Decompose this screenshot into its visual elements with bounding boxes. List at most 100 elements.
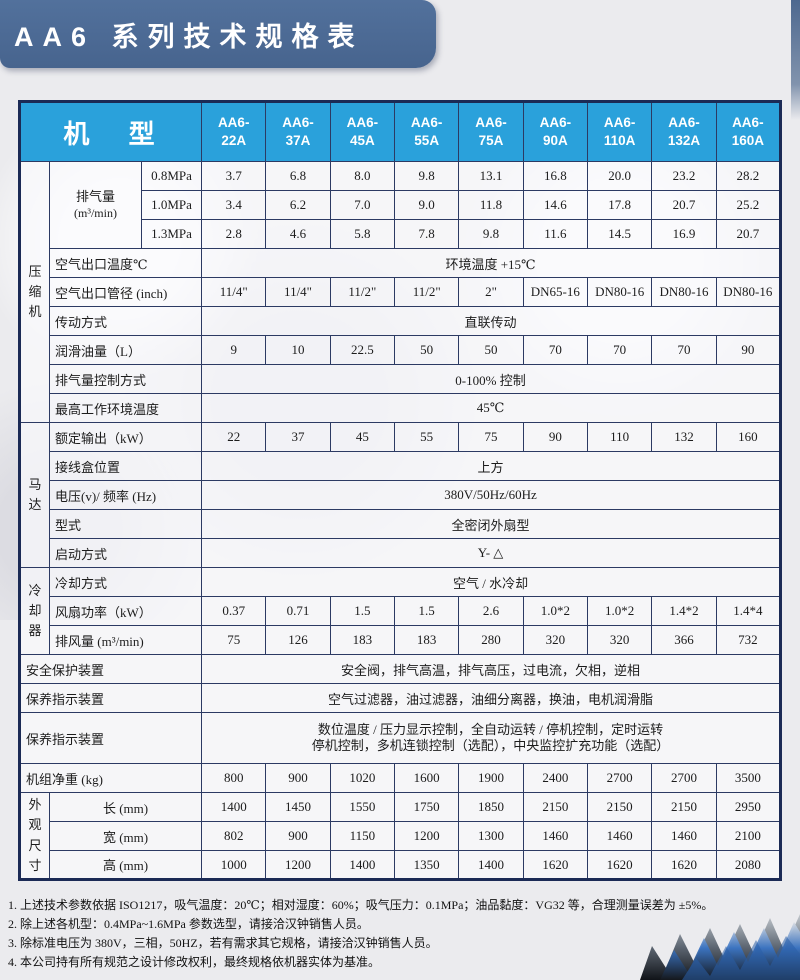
data-cell: 20.7 (715, 219, 782, 249)
data-cell: 2100 (715, 821, 782, 851)
table-row-air-volume: 排风量 (m³/min) 75 126 183 183 280 320 320 366 732 (20, 625, 782, 655)
table-row-maintenance2: 保养指示装置 数位温度 / 压力显示控制，全自动运转 / 停机控制，定时运转 停… (18, 712, 781, 764)
row-value-drive: 直联传动 (201, 306, 781, 336)
data-cell: 16.9 (651, 219, 717, 249)
data-cell: 90 (715, 335, 782, 365)
model-column-header: AA6- 132A (651, 101, 717, 162)
data-cell: 366 (651, 625, 717, 655)
data-cell: 2150 (651, 792, 717, 822)
row-label-voltage: 电压(v)/ 频率 (Hz) (48, 480, 203, 510)
right-edge-decoration (791, 0, 800, 120)
data-cell: 7.8 (394, 219, 460, 249)
row-value-maintenance1: 空气过滤器，油过滤器，油细分离器，换油，电机润滑脂 (201, 683, 781, 713)
data-cell: 5.8 (329, 219, 396, 249)
data-cell: 70 (586, 335, 653, 365)
data-cell: 1200 (265, 850, 331, 880)
data-cell: 1550 (329, 792, 396, 822)
rotor-image (640, 914, 800, 980)
data-cell: DN80-16 (586, 277, 653, 307)
model-column-header: AA6- 45A (329, 101, 396, 162)
group-label-cooler: 冷却器 (19, 567, 50, 655)
row-label-unit: (m³/min) (74, 205, 117, 220)
data-cell: 1400 (329, 850, 396, 880)
data-cell: 0.37 (201, 596, 267, 626)
data-cell: 1.0*2 (586, 596, 653, 626)
row-label-oil: 润滑油量（L） (48, 335, 203, 365)
data-cell: 1850 (458, 792, 524, 822)
row-label-maintenance2: 保养指示装置 (18, 712, 203, 764)
data-cell: 11/4" (265, 277, 331, 307)
data-cell: 183 (394, 625, 460, 655)
data-cell: 110 (586, 422, 653, 452)
table-row-discharge-control: 排气量控制方式 0-100% 控制 (20, 364, 781, 394)
table-row-outlet-temp: 空气出口温度℃ 环境温度 +15℃ (20, 248, 781, 278)
model-column-header: AA6- 110A (586, 101, 653, 162)
table-row-width: 宽 (mm) 802 900 1150 1200 1300 1460 1460 1460 210… (20, 821, 782, 851)
footnotes: 1. 上述技术参数依据 ISO1217，吸气温度：20℃；相对湿度：60%；吸气… (8, 896, 728, 972)
data-cell: DN65-16 (522, 277, 589, 307)
data-cell: 11/4" (201, 277, 267, 307)
row-label-junction-box: 接线盒位置 (48, 451, 203, 481)
data-cell: 1350 (394, 850, 460, 880)
row-label-rated-output: 额定输出（kW） (48, 422, 203, 452)
data-cell: 14.5 (586, 219, 653, 249)
data-cell: 2.6 (458, 596, 524, 626)
data-cell: 2.8 (201, 219, 267, 249)
row-value-motor-type: 全密闭外扇型 (201, 509, 781, 539)
table-row-max-ambient: 最高工作环境温度 45℃ (20, 393, 781, 423)
row-label-outlet-temp: 空气出口温度℃ (48, 248, 203, 278)
data-cell: 25.2 (715, 190, 782, 220)
row-label-width: 宽 (mm) (48, 821, 203, 851)
row-label-drive: 传动方式 (48, 306, 203, 336)
model-column-header: AA6- 37A (265, 101, 331, 162)
data-cell: 1450 (265, 792, 331, 822)
data-cell: 11/2" (329, 277, 396, 307)
data-cell: 13.1 (458, 161, 524, 191)
table-row-motor-type: 型式 全密闭外扇型 (20, 509, 781, 539)
row-value-max-ambient: 45℃ (201, 393, 781, 423)
data-cell: 1.4*2 (651, 596, 717, 626)
data-cell: DN80-16 (715, 277, 782, 307)
data-cell: 75 (201, 625, 267, 655)
data-cell: 50 (394, 335, 460, 365)
data-cell: 160 (715, 422, 782, 452)
data-cell: 1750 (394, 792, 460, 822)
data-cell: 16.8 (522, 161, 589, 191)
data-cell: 20.7 (651, 190, 717, 220)
data-cell: 3.4 (201, 190, 267, 220)
table-row-outlet-pipe: 空气出口管径 (inch) 11/4" 11/4" 11/2" 11/2" 2" DN65… (20, 277, 782, 307)
row-value-cooling: 空气 / 水冷却 (201, 567, 781, 597)
data-cell: 320 (522, 625, 589, 655)
data-cell: 1300 (458, 821, 524, 851)
data-cell: 7.0 (329, 190, 396, 220)
row-label-outlet-pipe: 空气出口管径 (inch) (48, 277, 203, 307)
table-row-net-weight: 机组净重 (kg) 800 900 1020 1600 1900 2400 2700 2700… (18, 763, 782, 793)
row-label-motor-type: 型式 (48, 509, 203, 539)
model-column-header: AA6- 90A (522, 101, 589, 162)
data-cell: 45 (329, 422, 396, 452)
data-cell: 17.8 (586, 190, 653, 220)
table-row-fan-power: 风扇功率（kW） 0.37 0.71 1.5 1.5 2.6 1.0*2 1.0*2 1.4*… (20, 596, 782, 626)
table-row-length: 外观尺寸 长 (mm) 1400 1450 1550 1750 1850 2150 2150… (19, 792, 782, 880)
data-cell: 10 (265, 335, 331, 365)
data-cell: 132 (651, 422, 717, 452)
data-cell: 1.5 (394, 596, 460, 626)
row-value-outlet-temp: 环境温度 +15℃ (201, 248, 781, 278)
data-cell: 1020 (329, 763, 396, 793)
data-cell: 2080 (715, 850, 782, 880)
data-cell: 1.5 (329, 596, 396, 626)
data-cell: 1600 (394, 763, 460, 793)
data-cell: 3500 (715, 763, 782, 793)
data-cell: 1.0*2 (522, 596, 589, 626)
maintenance2-line1: 数位温度 / 压力显示控制，全自动运转 / 停机控制，定时运转 (317, 721, 664, 737)
data-cell: 1900 (458, 763, 524, 793)
sub-label-13mpa: 1.3MPa (140, 219, 203, 249)
data-cell: 1620 (586, 850, 653, 880)
data-cell: 802 (201, 821, 267, 851)
data-cell: 2150 (522, 792, 589, 822)
group-label-dimensions: 外观尺寸 (19, 792, 50, 880)
data-cell: 14.6 (522, 190, 589, 220)
data-cell: 6.2 (265, 190, 331, 220)
data-cell: 11/2" (394, 277, 460, 307)
data-cell: 9.8 (394, 161, 460, 191)
